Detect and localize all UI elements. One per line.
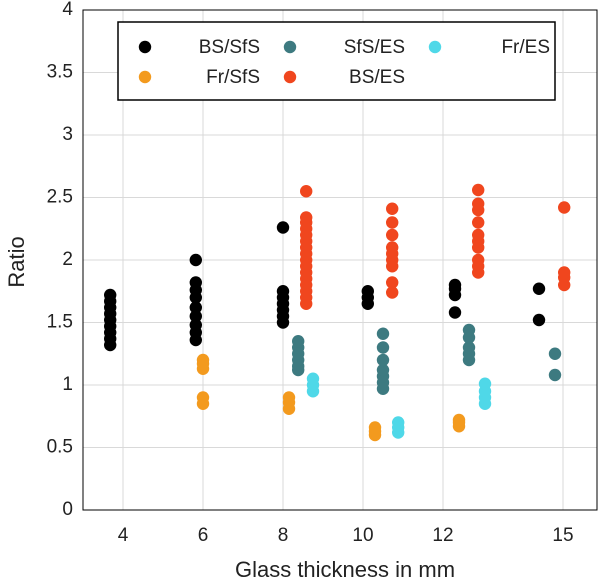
point [386, 228, 399, 242]
legend-marker [283, 40, 297, 54]
point [392, 416, 405, 429]
y-tick-label: 2.5 [47, 187, 73, 208]
point [276, 285, 290, 298]
point [292, 335, 305, 348]
point [448, 306, 462, 319]
y-tick-label: 1 [62, 374, 73, 395]
legend-label: Fr/SfS [206, 67, 260, 88]
y-tick-label: 3 [62, 124, 73, 145]
point [368, 421, 382, 434]
point [189, 301, 202, 314]
legend-label: Fr/ES [501, 37, 550, 58]
point [376, 341, 390, 354]
y-tick-label: 0 [62, 499, 73, 520]
point [376, 363, 390, 377]
x-tick-label: 4 [118, 525, 129, 546]
point [386, 216, 399, 229]
point [452, 413, 466, 427]
point [386, 241, 399, 254]
legend-label: BS/ES [349, 67, 405, 88]
point [196, 353, 210, 367]
point [472, 216, 485, 229]
x-axis-label: Glass thickness in mm [235, 557, 455, 582]
point [472, 183, 485, 197]
point [532, 313, 546, 327]
y-tick-label: 1.5 [47, 312, 73, 333]
point [478, 377, 492, 390]
point [558, 266, 571, 279]
legend-marker [283, 70, 297, 84]
x-tick-label: 15 [552, 525, 573, 546]
point [386, 202, 399, 215]
point [462, 323, 476, 337]
plot-frame [82, 9, 598, 511]
point [472, 228, 485, 242]
legend-label: BS/SfS [199, 37, 260, 58]
point [448, 278, 462, 292]
point [276, 221, 290, 234]
point [189, 318, 202, 332]
point [386, 286, 399, 299]
point [361, 285, 374, 298]
point [386, 276, 399, 289]
y-tick-label: 4 [62, 0, 73, 20]
y-tick-label: 2 [62, 249, 73, 270]
legend-marker [428, 40, 442, 54]
point [472, 253, 485, 267]
point [189, 253, 202, 267]
point [548, 368, 562, 382]
legend-box [117, 21, 556, 101]
legend-marker [138, 40, 152, 54]
point [306, 372, 320, 385]
point [472, 197, 485, 210]
point [104, 288, 117, 302]
y-tick-label: 3.5 [47, 62, 73, 83]
point [189, 310, 202, 323]
point [532, 282, 546, 295]
x-tick-label: 10 [352, 525, 373, 546]
point [376, 353, 390, 367]
x-tick-label: 8 [278, 525, 289, 546]
x-tick-label: 6 [198, 525, 209, 546]
point [300, 185, 313, 198]
point [548, 347, 562, 360]
point [558, 201, 571, 214]
point [300, 211, 313, 224]
point [282, 391, 296, 404]
y-tick-label: 0.5 [47, 437, 73, 458]
point [196, 391, 210, 404]
y-axis-label: Ratio [4, 236, 29, 287]
point [462, 341, 476, 354]
legend-marker [138, 70, 152, 84]
x-tick-label: 12 [432, 525, 453, 546]
legend-label: SfS/ES [344, 37, 405, 58]
point [376, 327, 390, 340]
point [189, 276, 202, 289]
